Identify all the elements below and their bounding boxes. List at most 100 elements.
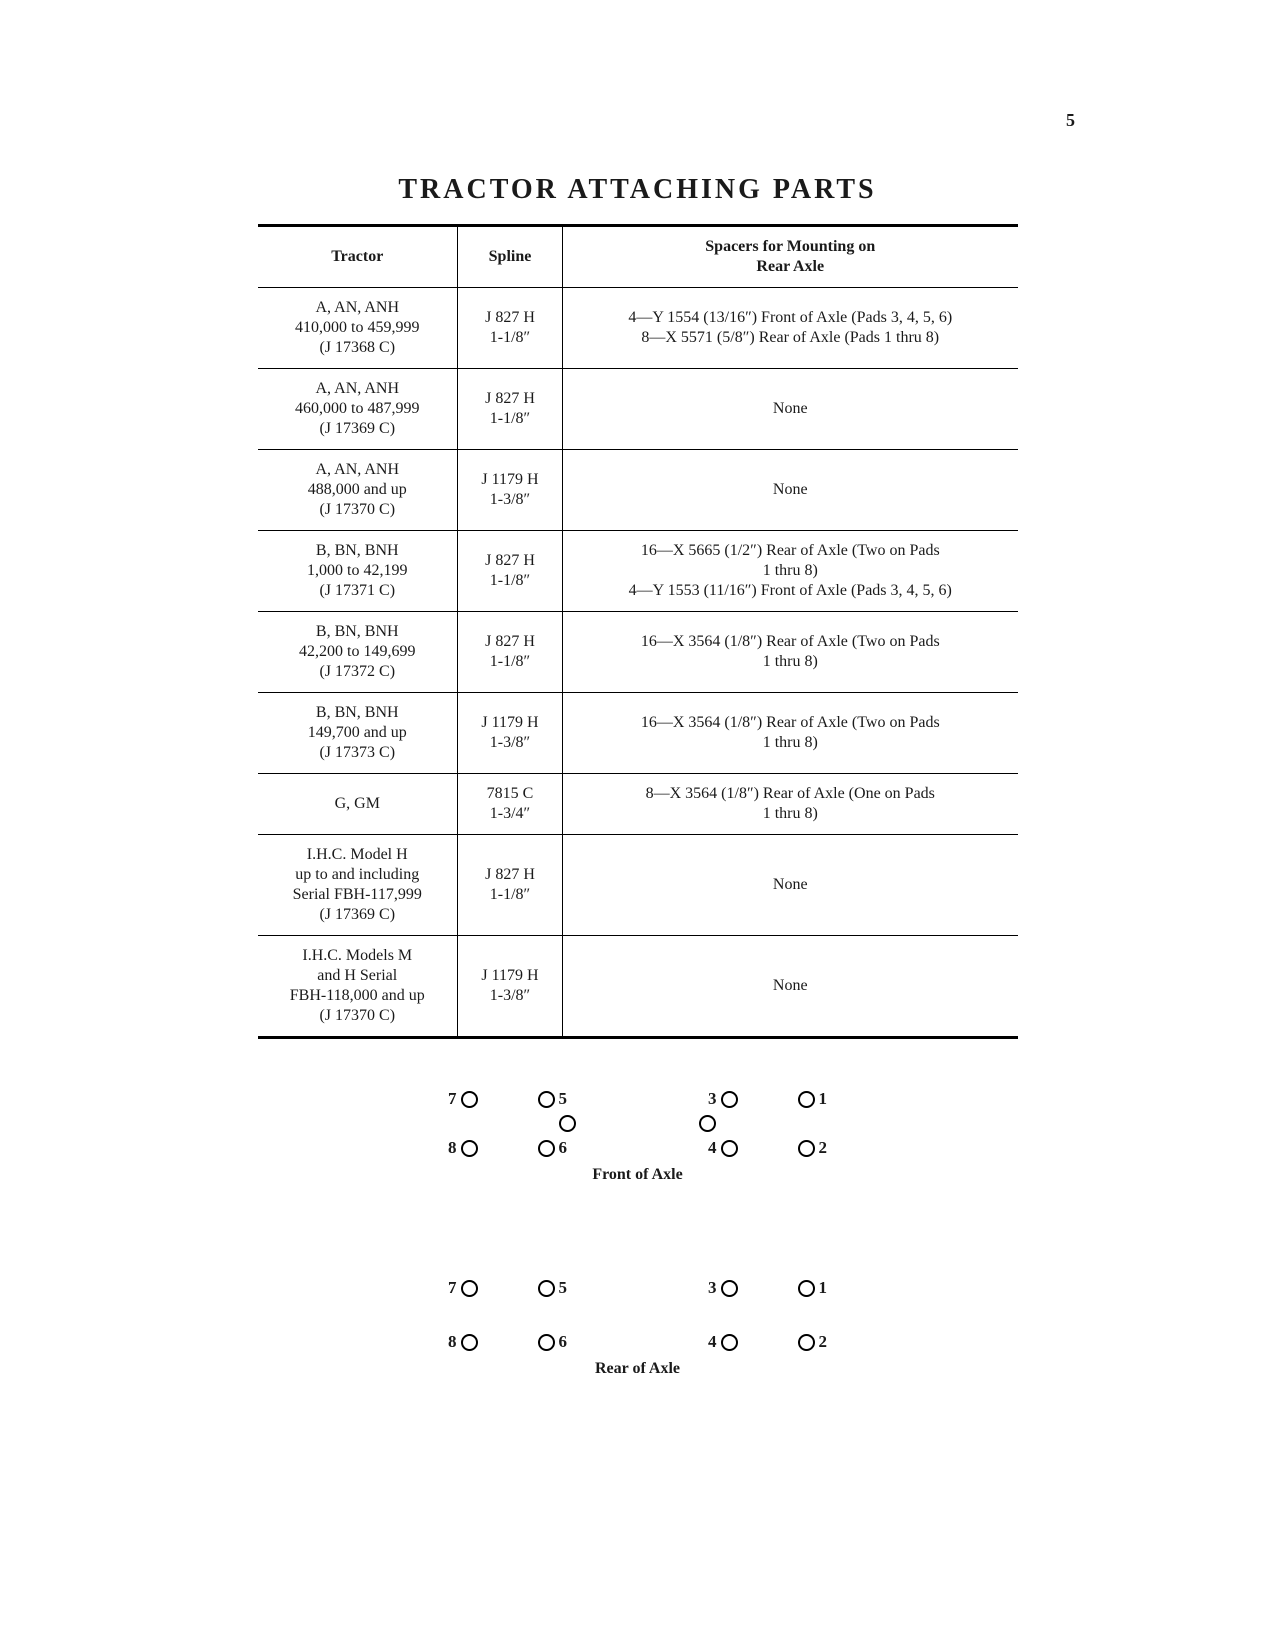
page-title: TRACTOR ATTACHING PARTS [190, 174, 1085, 206]
pad-row: 7 5 3 1 [408, 1089, 868, 1109]
pad-hole: 1 [798, 1278, 868, 1298]
pad-hole: 1 [798, 1089, 868, 1109]
diagram-caption: Front of Axle [368, 1166, 908, 1184]
pad-hole: 6 [538, 1332, 608, 1352]
table-row: B, BN, BNH 149,700 and up (J 17373 C)J 1… [258, 693, 1018, 774]
cell-tractor: I.H.C. Model H up to and including Seria… [258, 835, 458, 936]
table-row: G, GM7815 C 1-3/4″8—X 3564 (1/8″) Rear o… [258, 774, 1018, 835]
hole-icon [461, 1280, 478, 1297]
hole-icon [798, 1091, 815, 1108]
table-row: I.H.C. Models M and H Serial FBH-118,000… [258, 936, 1018, 1037]
pad-row: 7 5 3 1 [408, 1278, 868, 1298]
cell-spacers: 16—X 3564 (1/8″) Rear of Axle (Two on Pa… [563, 612, 1018, 693]
cell-tractor: B, BN, BNH 42,200 to 149,699 (J 17372 C) [258, 612, 458, 693]
table-row: I.H.C. Model H up to and including Seria… [258, 835, 1018, 936]
hole-icon [538, 1091, 555, 1108]
pad-hole: 5 [538, 1278, 608, 1298]
pad-number: 8 [448, 1332, 457, 1352]
hole-icon [461, 1140, 478, 1157]
hole-icon [721, 1091, 738, 1108]
pad-hole: 2 [798, 1332, 868, 1352]
rear-axle-diagram: 7 5 3 1 8 6 4 2 Rear of Axle [368, 1278, 908, 1378]
hole-icon [461, 1334, 478, 1351]
table-row: A, AN, ANH 410,000 to 459,999 (J 17368 C… [258, 288, 1018, 369]
hole-icon [798, 1140, 815, 1157]
pad-number: 2 [819, 1332, 828, 1352]
cell-spline: J 827 H 1-1/8″ [458, 369, 563, 450]
pad-number: 3 [708, 1089, 717, 1109]
pad-hole: 7 [408, 1278, 478, 1298]
parts-table: Tractor Spline Spacers for Mounting on R… [258, 227, 1018, 1036]
hole-icon [798, 1334, 815, 1351]
pad-row: 8 6 4 2 [408, 1332, 868, 1352]
cell-spline: J 827 H 1-1/8″ [458, 835, 563, 936]
col-header-spacers: Spacers for Mounting on Rear Axle [563, 227, 1018, 288]
rule-bottom [258, 1036, 1018, 1039]
page: 5 TRACTOR ATTACHING PARTS Tractor Spline… [0, 0, 1275, 1650]
table-body: A, AN, ANH 410,000 to 459,999 (J 17368 C… [258, 288, 1018, 1037]
cell-spacers: 4—Y 1554 (13/16″) Front of Axle (Pads 3,… [563, 288, 1018, 369]
mid-hole-row [498, 1115, 778, 1132]
pad-hole: 4 [668, 1332, 738, 1352]
hole-icon [538, 1140, 555, 1157]
hole-icon [721, 1140, 738, 1157]
cell-tractor: I.H.C. Models M and H Serial FBH-118,000… [258, 936, 458, 1037]
cell-spacers: 16—X 3564 (1/8″) Rear of Axle (Two on Pa… [563, 693, 1018, 774]
cell-spline: 7815 C 1-3/4″ [458, 774, 563, 835]
pad-hole: 4 [668, 1138, 738, 1158]
table-row: B, BN, BNH 1,000 to 42,199 (J 17371 C)J … [258, 531, 1018, 612]
hole-icon [538, 1334, 555, 1351]
hole-icon [699, 1115, 716, 1132]
cell-spacers: 16—X 5665 (1/2″) Rear of Axle (Two on Pa… [563, 531, 1018, 612]
cell-spline: J 827 H 1-1/8″ [458, 612, 563, 693]
pad-number: 3 [708, 1278, 717, 1298]
cell-spacers: None [563, 369, 1018, 450]
diagram-caption: Rear of Axle [368, 1360, 908, 1378]
pad-hole: 6 [538, 1138, 608, 1158]
pad-number: 2 [819, 1138, 828, 1158]
cell-tractor: A, AN, ANH 488,000 and up (J 17370 C) [258, 450, 458, 531]
col-header-tractor: Tractor [258, 227, 458, 288]
hole-icon [798, 1280, 815, 1297]
parts-table-wrap: Tractor Spline Spacers for Mounting on R… [258, 224, 1018, 1039]
cell-spline: J 827 H 1-1/8″ [458, 288, 563, 369]
pad-hole: 8 [408, 1138, 478, 1158]
cell-spline: J 1179 H 1-3/8″ [458, 936, 563, 1037]
table-row: A, AN, ANH 488,000 and up (J 17370 C)J 1… [258, 450, 1018, 531]
cell-tractor: B, BN, BNH 149,700 and up (J 17373 C) [258, 693, 458, 774]
pad-number: 1 [819, 1089, 828, 1109]
cell-spacers: 8—X 3564 (1/8″) Rear of Axle (One on Pad… [563, 774, 1018, 835]
pad-hole: 5 [538, 1089, 608, 1109]
pad-hole: 2 [798, 1138, 868, 1158]
pad-number: 6 [559, 1332, 568, 1352]
hole-icon [461, 1091, 478, 1108]
pad-number: 4 [708, 1332, 717, 1352]
cell-spline: J 827 H 1-1/8″ [458, 531, 563, 612]
front-axle-diagram: 7 5 3 1 8 6 4 2 Front of Axle [368, 1089, 908, 1184]
pad-number: 6 [559, 1138, 568, 1158]
hole-icon [721, 1280, 738, 1297]
cell-spline: J 1179 H 1-3/8″ [458, 450, 563, 531]
hole-icon [721, 1334, 738, 1351]
cell-spacers: None [563, 450, 1018, 531]
pad-hole: 3 [668, 1278, 738, 1298]
pad-number: 4 [708, 1138, 717, 1158]
pad-hole: 7 [408, 1089, 478, 1109]
pad-number: 7 [448, 1089, 457, 1109]
table-row: A, AN, ANH 460,000 to 487,999 (J 17369 C… [258, 369, 1018, 450]
cell-spacers: None [563, 936, 1018, 1037]
pad-number: 7 [448, 1278, 457, 1298]
pad-number: 5 [559, 1278, 568, 1298]
pad-hole: 8 [408, 1332, 478, 1352]
cell-tractor: A, AN, ANH 460,000 to 487,999 (J 17369 C… [258, 369, 458, 450]
col-header-spline: Spline [458, 227, 563, 288]
cell-spline: J 1179 H 1-3/8″ [458, 693, 563, 774]
hole-icon [559, 1115, 576, 1132]
pad-number: 8 [448, 1138, 457, 1158]
pad-hole: 3 [668, 1089, 738, 1109]
hole-icon [538, 1280, 555, 1297]
cell-tractor: A, AN, ANH 410,000 to 459,999 (J 17368 C… [258, 288, 458, 369]
page-number: 5 [1066, 110, 1075, 131]
table-head: Tractor Spline Spacers for Mounting on R… [258, 227, 1018, 288]
pad-number: 1 [819, 1278, 828, 1298]
